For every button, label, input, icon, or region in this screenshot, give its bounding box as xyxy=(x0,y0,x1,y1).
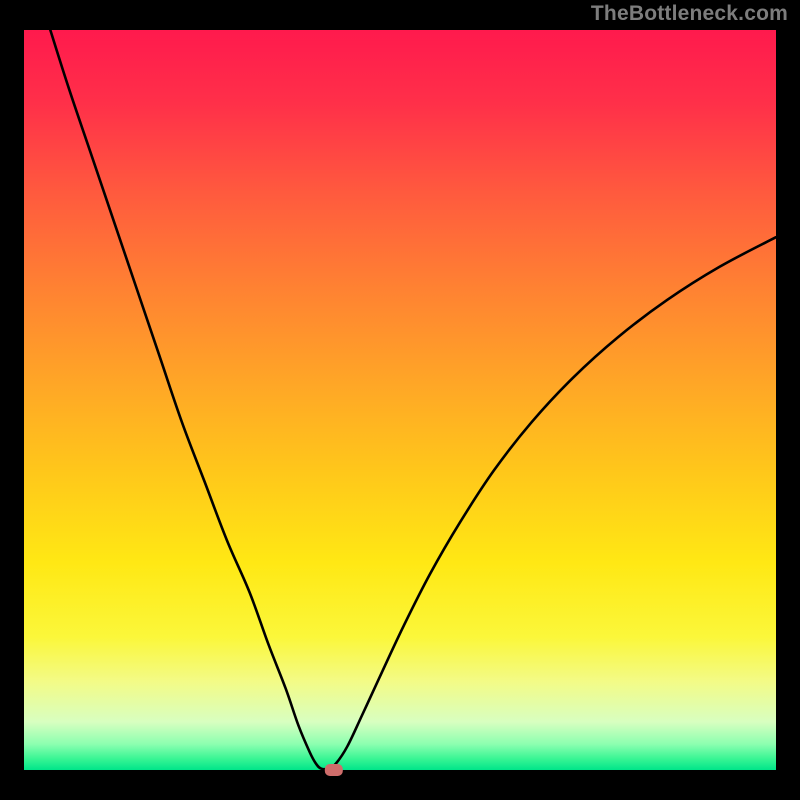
chart-root: TheBottleneck.com xyxy=(0,0,800,800)
watermark-text: TheBottleneck.com xyxy=(591,2,788,26)
gradient-plot-area xyxy=(24,30,776,770)
chart-svg xyxy=(0,0,800,800)
vertex-marker xyxy=(325,764,343,776)
